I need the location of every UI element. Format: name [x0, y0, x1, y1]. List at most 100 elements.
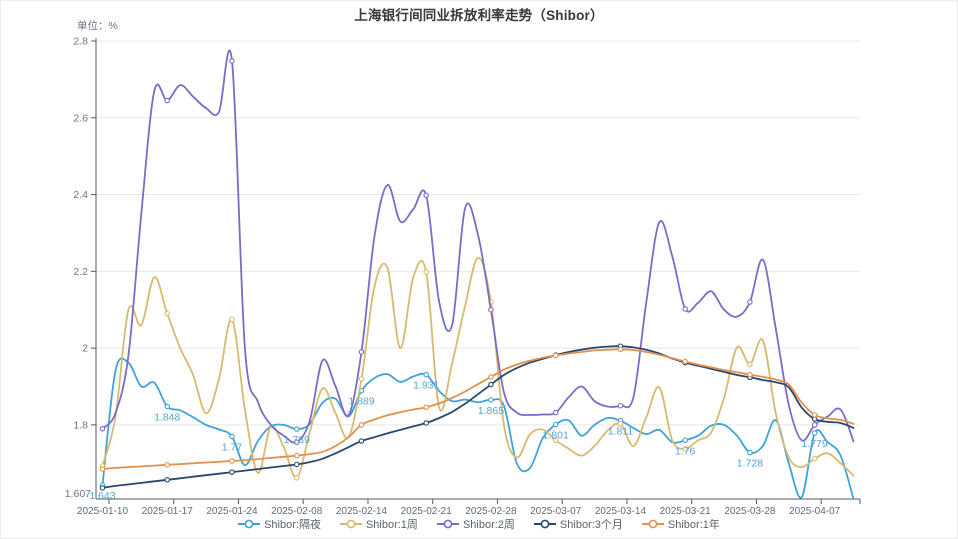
legend-item-shibor-1w[interactable]: Shibor:1周	[339, 516, 418, 532]
y-axis-label: 2.4	[73, 189, 88, 201]
series-marker	[617, 402, 624, 409]
series-marker	[423, 404, 429, 410]
legend-label: Shibor:隔夜	[264, 519, 321, 531]
series-marker	[488, 306, 494, 313]
x-axis-label: 2025-02-28	[465, 506, 517, 517]
x-axis-label: 2025-01-24	[206, 506, 258, 517]
y-axis-label: 2.8	[73, 36, 88, 48]
series-marker	[747, 371, 753, 378]
legend-item-shibor-2w[interactable]: Shibor:2周	[436, 516, 515, 532]
series-marker	[811, 430, 818, 436]
series-marker	[423, 192, 429, 199]
y-axis-min-label: 1.607	[65, 488, 91, 500]
series-marker	[164, 310, 170, 317]
series-marker	[293, 461, 300, 468]
x-axis-label: 2025-04-07	[789, 506, 841, 517]
x-axis-label: 2025-03-07	[530, 506, 582, 517]
x-axis-label: 2025-01-10	[77, 506, 129, 517]
series-marker	[811, 412, 818, 418]
x-axis-label: 2025-03-21	[660, 506, 712, 517]
series-marker	[747, 299, 753, 305]
series-marker	[229, 469, 235, 475]
data-label: 1.865	[478, 405, 504, 417]
x-axis-label: 2025-03-14	[595, 506, 647, 517]
series-marker	[617, 421, 624, 427]
series-marker	[99, 466, 106, 472]
series-marker	[99, 485, 106, 491]
y-axis-label: 2	[82, 343, 88, 355]
series-marker	[358, 349, 365, 355]
legend-label: Shibor:1年	[667, 519, 720, 531]
series-line-0	[101, 357, 855, 500]
legend-item-shibor-3m[interactable]: Shibor:3个月	[533, 516, 623, 532]
series-marker	[552, 409, 559, 416]
series-marker	[358, 438, 365, 444]
y-axis-label: 2.2	[73, 266, 88, 278]
data-label: 1.643	[89, 490, 115, 502]
legend-line-circle-icon	[436, 519, 459, 529]
series-marker	[552, 352, 559, 359]
series-marker	[293, 452, 300, 459]
chart-title: 上海银行间同业拆放利率走势（Shibor）	[354, 8, 604, 23]
series-marker	[811, 422, 818, 428]
legend-label: Shibor:1周	[365, 519, 418, 531]
series-marker	[682, 445, 688, 452]
series-marker	[423, 371, 429, 378]
series-marker	[164, 97, 170, 104]
series-marker	[229, 316, 235, 323]
data-label: 1.801	[543, 430, 569, 442]
series-marker	[747, 449, 753, 456]
series-marker	[293, 439, 300, 445]
data-label: 1.76	[675, 445, 696, 457]
series-marker	[229, 433, 235, 440]
series-line-1	[101, 257, 855, 479]
series-marker	[423, 420, 429, 426]
data-label: 1.848	[154, 411, 180, 423]
legend-line-circle-icon	[533, 519, 556, 529]
series-marker	[552, 421, 559, 428]
series-marker	[488, 397, 494, 403]
series-marker	[358, 422, 365, 428]
x-axis-label: 2025-02-08	[271, 506, 323, 517]
series-marker	[682, 306, 688, 312]
series-line-2	[101, 49, 855, 444]
series-line-4	[101, 348, 855, 470]
data-label: 1.779	[802, 438, 828, 450]
series-marker	[164, 403, 170, 410]
series-marker	[811, 455, 818, 462]
data-label: 1.728	[737, 458, 763, 470]
y-axis-label: 2.6	[73, 112, 88, 124]
series-marker	[99, 425, 106, 432]
series-line-3	[101, 345, 855, 489]
legend: Shibor:隔夜 Shibor:1周 Shibor:2周 Shibor:3个月 Shi…	[1, 516, 957, 532]
series-marker	[617, 346, 624, 353]
data-label: 1.77	[222, 441, 243, 453]
data-label: 1.931	[413, 380, 439, 392]
series-marker	[358, 376, 365, 382]
x-axis-label: 2025-02-21	[401, 506, 453, 517]
series-marker	[229, 58, 235, 64]
series-marker	[682, 358, 688, 365]
series-marker	[423, 269, 429, 275]
unit-label: 单位：%	[77, 20, 118, 32]
x-axis-label: 2025-02-14	[336, 506, 388, 517]
series-marker	[164, 462, 170, 468]
data-label: 1.889	[348, 396, 374, 408]
legend-label: Shibor:2周	[462, 519, 515, 531]
series-marker	[293, 426, 300, 432]
series-marker	[682, 437, 688, 444]
legend-line-circle-icon	[238, 519, 261, 529]
series-marker	[552, 437, 559, 444]
data-label: 1.789	[284, 434, 310, 446]
legend-item-shibor-overnight[interactable]: Shibor:隔夜	[238, 516, 321, 532]
series-marker	[164, 477, 170, 483]
x-axis-label: 2025-03-28	[724, 506, 776, 517]
series-marker	[747, 361, 753, 367]
legend-line-circle-icon	[339, 519, 362, 529]
legend-label: Shibor:3个月	[559, 519, 623, 531]
legend-item-shibor-1y[interactable]: Shibor:1年	[641, 516, 720, 532]
series-marker	[293, 475, 300, 481]
series-marker	[488, 381, 494, 388]
